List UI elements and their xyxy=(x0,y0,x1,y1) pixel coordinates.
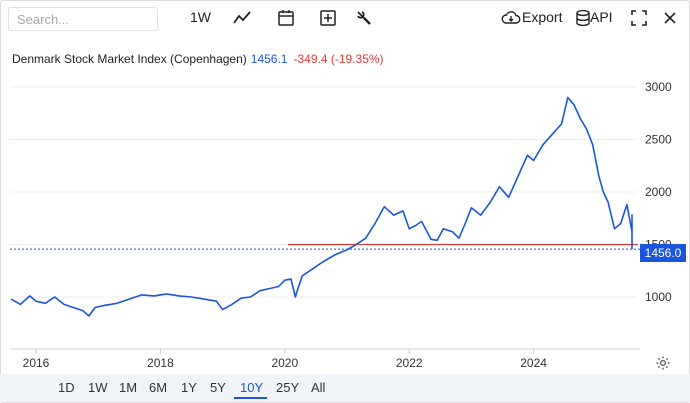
active-range-indicator xyxy=(234,397,267,399)
chart-title: Denmark Stock Market Index (Copenhagen) xyxy=(12,52,247,66)
x-tick-label: 2020 xyxy=(271,356,298,370)
range-selector-bar: 1D 1W 1M 6M 1Y 5Y 10Y 25Y All xyxy=(0,374,690,402)
search-input[interactable] xyxy=(8,7,158,31)
cloud-download-icon[interactable] xyxy=(501,8,521,28)
wrench-icon[interactable] xyxy=(354,8,374,28)
range-button-1w[interactable]: 1W xyxy=(88,380,108,395)
y-axis-labels: 10001500200025003000 xyxy=(645,80,672,304)
interval-selector[interactable]: 1W xyxy=(190,9,211,25)
price-chart[interactable]: 10001500200025003000 2016201820202022202… xyxy=(0,0,690,374)
close-icon[interactable] xyxy=(660,8,680,28)
add-indicator-icon[interactable] xyxy=(318,8,338,28)
price-series-line xyxy=(10,96,633,317)
x-tick-label: 2018 xyxy=(147,356,174,370)
x-tick-label: 2024 xyxy=(520,356,547,370)
range-button-1m[interactable]: 1M xyxy=(119,380,138,395)
gridlines xyxy=(10,86,636,298)
x-axis-labels: 2016 2018 2020 2022 2024 xyxy=(23,356,548,370)
range-button-10y[interactable]: 10Y xyxy=(240,380,264,395)
api-button[interactable]: API xyxy=(590,9,613,25)
last-price: 1456.1 xyxy=(250,52,288,66)
x-tick-label: 2016 xyxy=(23,356,50,370)
range-button-1y[interactable]: 1Y xyxy=(181,380,197,395)
x-axis-ticks xyxy=(35,349,535,354)
range-button-5y[interactable]: 5Y xyxy=(210,380,226,395)
toolbar: 1W Export API xyxy=(0,0,690,38)
y-tick-label: 2000 xyxy=(645,185,672,199)
range-button-25y[interactable]: 25Y xyxy=(276,380,300,395)
range-button-6m[interactable]: 6M xyxy=(149,380,168,395)
price-change: -349.4 (-19.35%) xyxy=(293,52,384,66)
database-icon[interactable] xyxy=(573,8,593,28)
y-tick-label: 1000 xyxy=(645,290,672,304)
fullscreen-icon[interactable] xyxy=(629,8,649,28)
last-price-tag: 1456.0 xyxy=(640,244,686,262)
y-tick-label: 2500 xyxy=(645,133,672,147)
chart-legend: Denmark Stock Market Index (Copenhagen) 1… xyxy=(12,52,384,66)
calendar-icon[interactable] xyxy=(276,8,296,28)
range-button-1d[interactable]: 1D xyxy=(58,380,75,395)
range-button-all[interactable]: All xyxy=(311,380,326,395)
export-button[interactable]: Export xyxy=(522,9,563,25)
x-tick-label: 2022 xyxy=(396,356,423,370)
chart-type-line-icon[interactable] xyxy=(232,8,252,28)
y-tick-label: 3000 xyxy=(645,80,672,94)
settings-gear-icon[interactable] xyxy=(655,355,671,371)
